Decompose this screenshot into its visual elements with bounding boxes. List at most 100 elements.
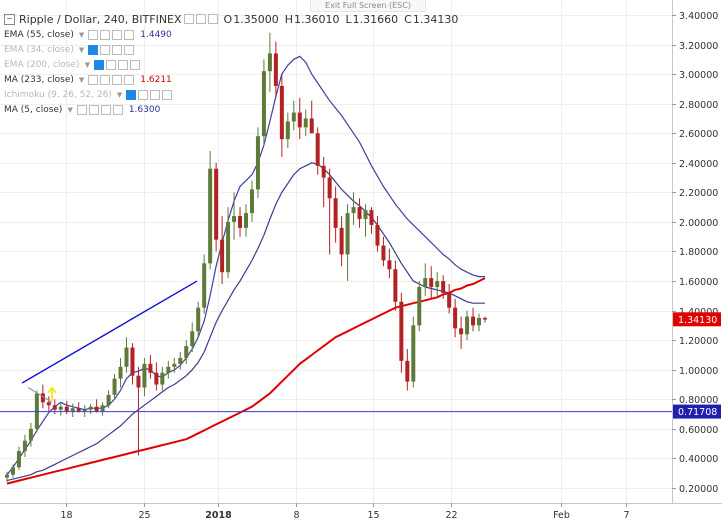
close-label: C [404, 12, 412, 26]
low-label: L [345, 12, 352, 26]
candle-body [94, 406, 99, 412]
eye-icon[interactable] [93, 59, 104, 70]
close-icon[interactable] [207, 14, 218, 24]
close-icon[interactable] [112, 44, 123, 55]
chevron-down-icon[interactable]: ▼ [78, 45, 85, 54]
y-tick-label: 2.00000 [679, 218, 718, 229]
chevron-down-icon[interactable]: ▼ [116, 90, 123, 99]
candle-body [483, 318, 487, 320]
more-icon[interactable] [124, 29, 135, 40]
close-icon[interactable] [112, 29, 123, 40]
indicator-row[interactable]: MA (233, close) ▼ 1.6211 [4, 72, 458, 87]
chevron-down-icon[interactable]: ▼ [78, 75, 85, 84]
candle-body [244, 213, 248, 228]
trendline [21, 280, 198, 384]
candle-body [399, 301, 404, 361]
eye-icon[interactable] [183, 14, 194, 24]
symbol-title: Ripple / Dollar, 240, BITFINEX [19, 12, 182, 26]
y-tick-label: 3.20000 [679, 41, 718, 52]
candle-body [369, 210, 374, 225]
candle-body [22, 440, 27, 452]
eye-icon[interactable] [76, 104, 87, 115]
collapse-icon[interactable]: − [4, 13, 15, 25]
settings-icon[interactable] [105, 59, 116, 70]
more-icon[interactable] [112, 104, 123, 115]
candle-body [178, 357, 183, 364]
y-tick-label: 3.40000 [679, 11, 718, 22]
y-tick-label: 0.40000 [679, 454, 718, 465]
y-tick-label: 0.60000 [679, 425, 718, 436]
more-icon[interactable] [129, 59, 140, 70]
high-value: 1.36010 [294, 12, 340, 26]
candle-body [447, 292, 452, 308]
settings-icon[interactable] [138, 89, 149, 100]
settings-icon[interactable] [88, 104, 99, 115]
candle-body [381, 245, 386, 261]
candle-body [88, 406, 93, 410]
candle-body [118, 366, 123, 379]
candle-body [471, 316, 476, 326]
chevron-down-icon[interactable]: ▼ [78, 30, 85, 39]
close-icon[interactable] [150, 89, 161, 100]
candle-body [285, 121, 290, 140]
chevron-down-icon[interactable]: ▼ [84, 60, 90, 69]
indicator-row[interactable]: Ichimoku (9, 26, 52, 26) ▼ [4, 87, 458, 102]
candle-body [261, 71, 266, 137]
indicator-name: MA (233, close) [4, 74, 74, 85]
settings-icon[interactable] [100, 44, 111, 55]
more-icon[interactable] [124, 74, 135, 85]
exit-fullscreen-button[interactable]: Exit Full Screen (ESC) [310, 0, 426, 12]
candle-body [333, 198, 338, 228]
more-icon[interactable] [162, 89, 173, 100]
close-value: 1.34130 [412, 12, 459, 26]
candle-body [387, 260, 392, 270]
eye-icon[interactable] [88, 29, 99, 40]
x-tick-label: 2018 [205, 510, 232, 521]
candle-body [226, 221, 231, 273]
indicator-row[interactable]: EMA (55, close) ▼ 1.4490 [4, 27, 458, 42]
close-icon[interactable] [117, 59, 128, 70]
ma-233-line [6, 277, 486, 485]
indicator-name: EMA (34, close) [4, 44, 74, 55]
indicator-row[interactable]: EMA (34, close) ▼ [4, 42, 458, 57]
y-tick-label: 1.00000 [679, 366, 718, 377]
eye-icon[interactable] [88, 74, 99, 85]
more-icon[interactable] [124, 44, 135, 55]
candle-body [393, 269, 398, 302]
legend: − Ripple / Dollar, 240, BITFINEX O 1.3500… [4, 11, 458, 117]
x-tick-label: Feb [553, 510, 570, 521]
candle-body [70, 408, 75, 412]
indicator-row[interactable]: MA (5, close) ▼ 1.6300 [4, 102, 458, 117]
indicator-row[interactable]: EMA (200, close) ▼ [4, 57, 458, 72]
candle-body [5, 474, 9, 478]
candle-body [375, 224, 380, 246]
candle-body [190, 331, 195, 347]
candle-body [214, 168, 219, 240]
candle-body [351, 207, 356, 214]
y-tick-label: 3.00000 [679, 70, 718, 81]
candle-body [297, 112, 302, 128]
y-tick-label: 0.80000 [679, 395, 718, 406]
close-icon[interactable] [112, 74, 123, 85]
indicator-name: EMA (200, close) [4, 59, 80, 70]
eye-icon[interactable] [126, 89, 137, 100]
candle-body [249, 189, 254, 214]
eye-icon[interactable] [88, 44, 99, 55]
candle-body [423, 278, 428, 287]
open-label: O [223, 12, 233, 26]
candle-body [441, 281, 446, 293]
candle-body [453, 307, 458, 329]
ma-5-line [6, 55, 485, 476]
candle-body [106, 394, 111, 406]
x-tick-label: 15 [367, 510, 379, 521]
candle-body [405, 360, 410, 382]
close-icon[interactable] [100, 104, 111, 115]
indicator-name: Ichimoku (9, 26, 52, 26) [4, 89, 112, 100]
settings-icon[interactable] [195, 14, 206, 24]
settings-icon[interactable] [100, 74, 111, 85]
settings-icon[interactable] [100, 29, 111, 40]
chevron-down-icon[interactable]: ▼ [67, 105, 73, 114]
candle-body [154, 372, 159, 385]
